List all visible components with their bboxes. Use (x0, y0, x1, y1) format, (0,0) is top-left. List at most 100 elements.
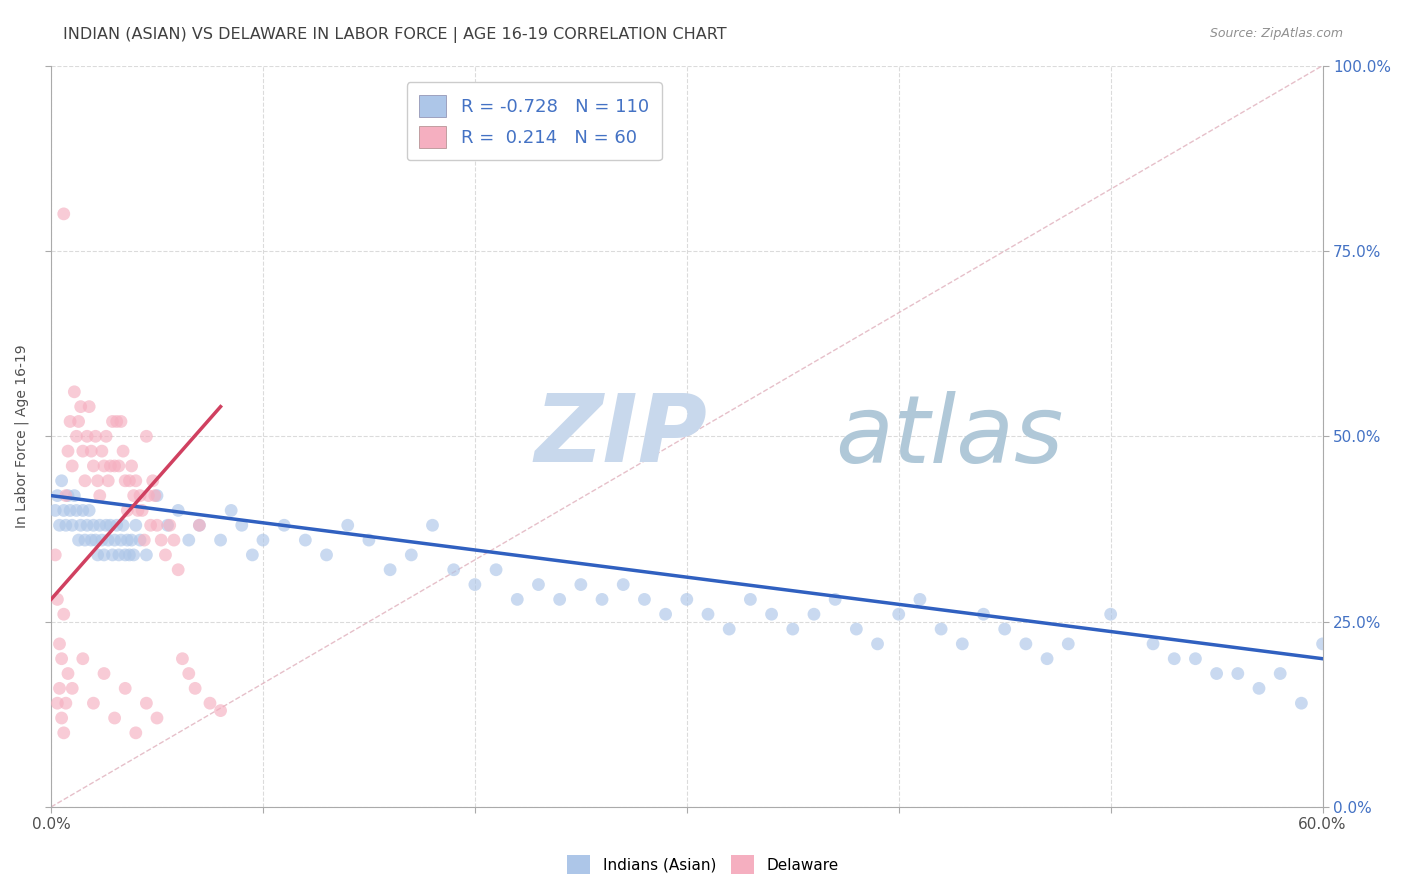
Point (198, 696, 221, 710)
Point (125, 726, 148, 740)
Text: ZIP: ZIP (534, 391, 707, 483)
Point (80, 444, 103, 458)
Point (209, 704, 232, 718)
Point (94, 518, 117, 533)
Point (90, 533, 112, 547)
Point (77, 400, 100, 414)
Point (887, 607, 910, 622)
Point (118, 548, 141, 562)
Point (994, 622, 1017, 636)
Point (209, 533, 232, 547)
Point (86, 474, 108, 488)
Point (782, 622, 804, 636)
Point (143, 489, 166, 503)
Point (135, 696, 157, 710)
Point (159, 518, 181, 533)
Point (125, 518, 148, 533)
Point (117, 533, 139, 547)
Point (845, 622, 868, 636)
Point (188, 518, 211, 533)
Point (135, 548, 157, 562)
Point (110, 414, 132, 428)
Point (1312, 637, 1334, 651)
Point (146, 711, 169, 725)
Point (188, 518, 211, 533)
Point (72, 651, 94, 665)
Point (167, 563, 190, 577)
Point (697, 607, 720, 622)
Point (127, 503, 149, 517)
Point (908, 592, 931, 607)
Point (422, 518, 444, 533)
Point (97, 474, 120, 488)
Point (48, 637, 70, 651)
Point (48, 518, 70, 533)
Point (69, 400, 91, 414)
Point (172, 651, 194, 665)
Point (89, 518, 111, 533)
Point (231, 518, 253, 533)
Point (46, 696, 69, 710)
Point (1142, 637, 1164, 651)
Point (56, 666, 79, 681)
Point (591, 592, 613, 607)
Point (1036, 651, 1059, 665)
Point (114, 548, 136, 562)
Point (108, 548, 131, 562)
Point (156, 518, 179, 533)
Point (135, 429, 157, 443)
Point (155, 548, 177, 562)
Point (52, 207, 75, 221)
Point (803, 607, 825, 622)
Point (1291, 696, 1313, 710)
Point (82, 518, 104, 533)
Point (56, 444, 79, 458)
Point (44, 548, 66, 562)
Point (134, 533, 156, 547)
Text: Source: ZipAtlas.com: Source: ZipAtlas.com (1209, 27, 1343, 40)
Point (69, 518, 91, 533)
Point (184, 681, 207, 696)
Point (122, 489, 145, 503)
Point (1205, 666, 1227, 681)
Point (675, 592, 697, 607)
Point (315, 548, 337, 562)
Point (240, 548, 263, 562)
Legend: Indians (Asian), Delaware: Indians (Asian), Delaware (561, 849, 845, 880)
Point (90, 444, 112, 458)
Point (142, 474, 165, 488)
Point (548, 592, 571, 607)
Point (443, 563, 465, 577)
Point (55, 489, 77, 503)
Point (94, 429, 117, 443)
Point (1057, 637, 1080, 651)
Point (718, 622, 741, 636)
Point (336, 518, 359, 533)
Point (125, 474, 148, 488)
Point (654, 607, 676, 622)
Point (378, 563, 401, 577)
Point (105, 518, 128, 533)
Point (59, 503, 82, 517)
Point (114, 681, 136, 696)
Point (52, 607, 75, 622)
Point (52, 503, 75, 517)
Point (1015, 637, 1038, 651)
Point (121, 458, 143, 473)
Point (84, 429, 107, 443)
Text: atlas: atlas (835, 391, 1064, 482)
Point (117, 503, 139, 517)
Point (146, 489, 169, 503)
Point (129, 533, 152, 547)
Point (973, 607, 995, 622)
Point (82, 458, 104, 473)
Point (633, 592, 655, 607)
Point (86, 548, 108, 562)
Point (219, 503, 242, 517)
Point (82, 696, 104, 710)
Point (761, 607, 783, 622)
Point (138, 489, 160, 503)
Point (104, 711, 127, 725)
Point (48, 681, 70, 696)
Point (121, 533, 143, 547)
